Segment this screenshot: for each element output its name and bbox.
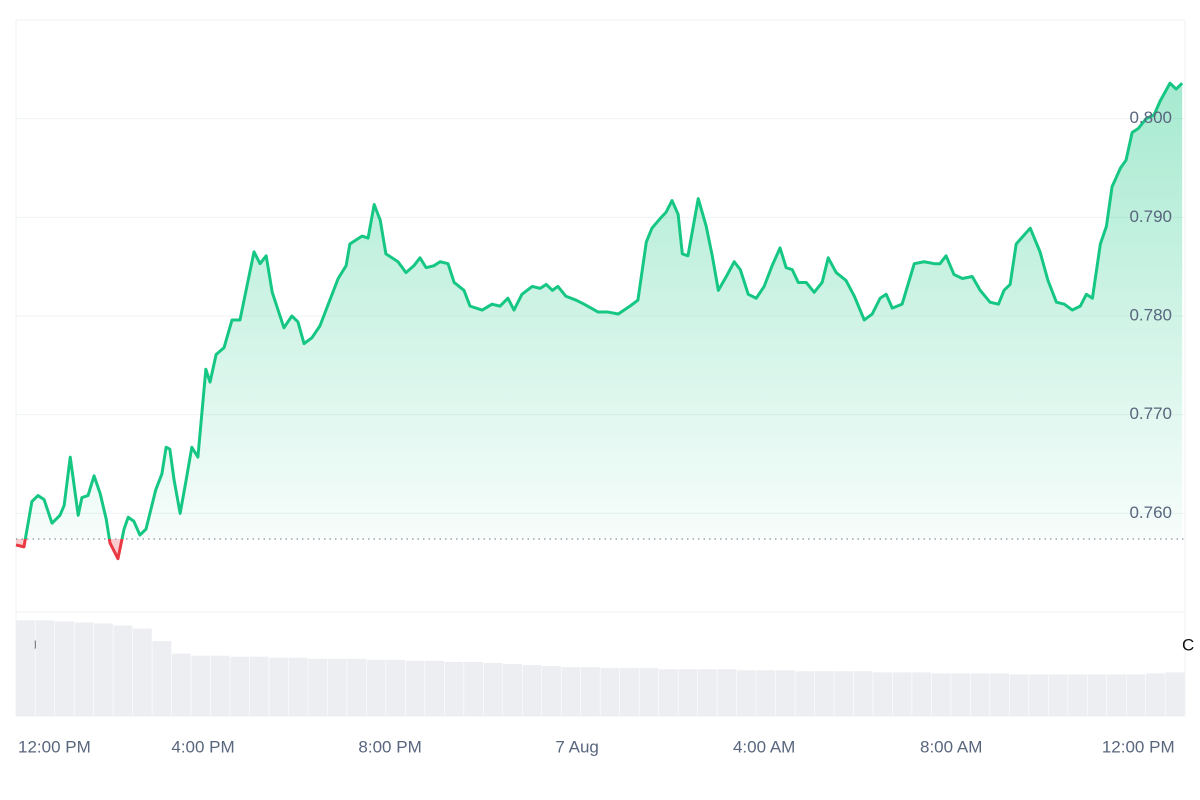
volume-bar	[1087, 674, 1107, 716]
volume-bar	[756, 670, 776, 716]
y-tick-label: 0.760	[1129, 503, 1172, 522]
volume-bar	[405, 660, 425, 716]
volume-bar	[425, 660, 445, 716]
volume-bar	[230, 656, 250, 716]
y-tick-label: 0.770	[1129, 404, 1172, 423]
volume-bar	[483, 662, 503, 716]
volume-bar	[308, 658, 328, 716]
volume-bar	[1048, 674, 1068, 716]
x-tick-label: 8:00 AM	[920, 737, 982, 756]
volume-bar	[658, 669, 678, 716]
volume-bar	[327, 658, 347, 716]
volume-bar	[288, 657, 308, 716]
annotation: C	[1182, 635, 1194, 654]
volume-bar	[912, 672, 932, 716]
volume-bar	[795, 671, 815, 716]
volume-bar	[93, 623, 113, 716]
volume-bar	[892, 672, 912, 716]
y-tick-label: 0.800	[1129, 108, 1172, 127]
volume-bar	[522, 665, 542, 716]
volume-bar	[503, 664, 522, 716]
volume-bar	[873, 672, 893, 716]
volume-bar	[54, 621, 74, 716]
volume-bar	[970, 673, 990, 716]
volume-bar	[814, 671, 834, 716]
volume-bar	[74, 622, 94, 716]
volume-bar	[775, 670, 795, 716]
y-tick-label: 0.780	[1129, 305, 1172, 324]
volume-bar	[581, 667, 600, 716]
volume-bar	[113, 625, 133, 716]
area-fill	[25, 83, 1183, 539]
x-tick-label: 8:00 PM	[358, 737, 421, 756]
volume-bar	[35, 620, 55, 716]
volume-bar	[1029, 674, 1049, 716]
volume-bar	[619, 668, 639, 716]
volume-bar	[1165, 672, 1185, 716]
volume-bar	[600, 668, 620, 716]
volume-bar	[717, 669, 737, 716]
volume-bar	[1009, 674, 1029, 716]
volume-bar	[1126, 674, 1146, 716]
x-tick-label: 12:00 PM	[18, 737, 91, 756]
volume-bar	[1107, 674, 1126, 716]
volume-bar	[678, 669, 698, 716]
volume-bar	[191, 655, 211, 716]
volume-bar	[931, 673, 951, 716]
volume-bar	[152, 641, 172, 716]
volume-bar	[951, 673, 971, 716]
volume-bar	[171, 653, 191, 716]
volume-bar	[386, 659, 406, 716]
volume-bar	[853, 671, 873, 716]
volume-bar	[736, 670, 756, 716]
volume-bar	[990, 673, 1010, 716]
volume-bar	[697, 669, 717, 716]
volume-bar	[347, 658, 367, 716]
volume-bar	[464, 661, 483, 716]
volume-bar	[16, 620, 35, 716]
volume-bar	[269, 657, 289, 716]
x-tick-label: 4:00 AM	[733, 737, 795, 756]
x-tick-label: 4:00 PM	[171, 737, 234, 756]
y-tick-label: 0.790	[1129, 207, 1172, 226]
x-tick-label: 7 Aug	[555, 737, 599, 756]
volume-bar	[1146, 673, 1165, 716]
volume-bar	[561, 667, 581, 716]
volume-bar	[132, 628, 152, 716]
volume-bar	[1068, 674, 1087, 716]
volume-bar	[366, 659, 386, 716]
volume-bar	[639, 668, 659, 716]
price-line	[23, 81, 1184, 539]
x-tick-label: 12:00 PM	[1102, 737, 1175, 756]
volume-bar	[210, 655, 230, 716]
volume-bar	[834, 671, 854, 716]
volume-bar	[444, 661, 464, 716]
volume-bar	[542, 666, 561, 716]
volume-bar	[249, 656, 269, 716]
